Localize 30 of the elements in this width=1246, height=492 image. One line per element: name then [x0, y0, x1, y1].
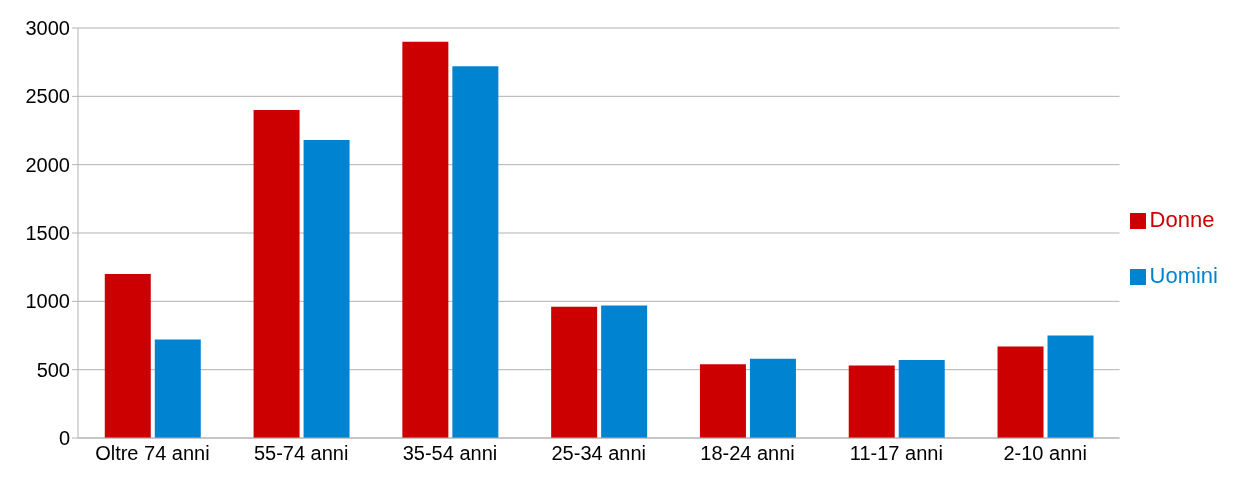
x-tick-label: 11-17 anni	[849, 442, 943, 465]
x-tick-label: 18-24 anni	[700, 442, 795, 465]
bar	[303, 140, 350, 438]
legend-label: Uomini	[1149, 263, 1218, 288]
x-tick-label: 25-34 anni	[551, 442, 647, 465]
bar	[997, 346, 1044, 438]
y-tick-label: 0	[58, 427, 70, 450]
y-tick-label: 2000	[25, 153, 70, 176]
y-tick-label: 1500	[25, 222, 70, 245]
bar	[551, 306, 598, 438]
bar	[601, 305, 648, 438]
bar	[154, 339, 201, 438]
bar	[699, 364, 746, 438]
bar	[452, 66, 499, 438]
x-tick-label: 35-54 anni	[402, 442, 498, 465]
bar	[402, 41, 449, 438]
y-tick-label: 500	[36, 358, 70, 381]
bar	[848, 365, 895, 438]
bar	[253, 110, 300, 438]
y-tick-label: 3000	[25, 17, 70, 40]
bar	[1047, 335, 1094, 438]
legend-label: Donne	[1149, 207, 1215, 232]
bar	[104, 274, 151, 438]
y-tick-label: 2500	[25, 85, 70, 108]
x-tick-label: Oltre 74 anni	[95, 442, 210, 465]
bar	[749, 358, 796, 438]
x-tick-label: 2-10 anni	[1003, 442, 1087, 465]
x-tick-label: 55-74 anni	[253, 442, 349, 465]
bar	[898, 360, 945, 438]
y-tick-label: 1000	[25, 290, 70, 313]
